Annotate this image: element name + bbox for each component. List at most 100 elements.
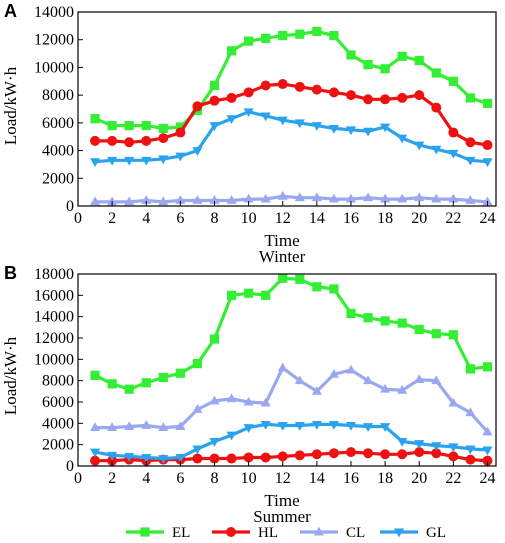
data-point-el	[141, 378, 151, 388]
y-tick-label: 8000	[42, 373, 74, 390]
data-point-hl	[414, 90, 425, 101]
x-tick-label: 4	[142, 210, 150, 227]
data-point-el	[329, 30, 339, 41]
data-point-cl	[192, 404, 203, 413]
axis-ticks: 0 2 4 6 8 10 12 14 16 18 20 22 240200040006000800010…	[34, 266, 495, 487]
data-point-cl	[124, 196, 135, 206]
x-tick-label: 16	[343, 210, 359, 227]
series-line-el	[94, 29, 488, 130]
series-line-gl	[94, 110, 488, 164]
data-point-el	[192, 359, 203, 369]
data-point-cl	[243, 396, 254, 406]
data-point-el	[158, 372, 168, 383]
data-point-hl	[482, 455, 493, 466]
data-point-el	[380, 64, 390, 74]
data-point-gl	[448, 149, 459, 159]
plot-frame	[77, 11, 497, 207]
data-point-gl	[465, 445, 476, 455]
data-point-cl	[362, 375, 374, 385]
x-tick-label: 0	[74, 210, 82, 227]
y-tick-label: 10000	[34, 351, 74, 368]
x-tick-label: 12	[275, 210, 291, 227]
data-point-gl	[175, 152, 186, 162]
data-point-cl	[345, 364, 357, 374]
axis-ticks: 0 2 4 6 8 10 12 14 16 18 20 22 240200040006000800010…	[34, 4, 495, 227]
data-point-cl	[243, 193, 254, 203]
x-tick-label: 20	[411, 470, 427, 487]
data-point-cl	[260, 397, 271, 407]
data-point-cl	[175, 195, 186, 204]
data-point-hl	[141, 135, 152, 146]
data-point-el	[226, 46, 237, 56]
data-point-gl	[277, 116, 288, 126]
x-tick-label: 10	[241, 210, 257, 227]
x-tick-label: 20	[411, 210, 427, 227]
data-point-cl	[294, 192, 305, 202]
data-point-el	[107, 121, 117, 131]
data-point-gl	[124, 452, 135, 462]
data-point-gl	[414, 141, 425, 151]
x-tick-label: 2	[108, 210, 116, 227]
legend-marker	[393, 528, 405, 538]
series-layer	[90, 273, 493, 466]
data-point-cl	[328, 368, 339, 378]
data-point-gl	[90, 448, 101, 458]
data-point-hl	[277, 451, 288, 462]
data-point-hl	[243, 452, 254, 463]
plot-frame	[77, 273, 497, 467]
legend-marker	[226, 527, 236, 537]
y-tick-label: 6000	[42, 115, 74, 132]
data-point-gl	[414, 440, 425, 449]
data-point-cl	[90, 422, 101, 432]
y-tick-label: 6000	[42, 394, 74, 411]
data-point-hl	[209, 95, 220, 106]
data-point-gl	[465, 156, 476, 166]
x-tick-label: 16	[343, 470, 359, 487]
y-tick-label: 18000	[34, 266, 74, 283]
data-point-hl	[448, 127, 459, 138]
data-point-el	[209, 80, 220, 91]
data-point-gl	[431, 442, 442, 452]
chart-title: Winter	[259, 247, 306, 266]
data-point-cl	[192, 195, 203, 204]
data-point-cl	[277, 362, 288, 372]
data-point-el	[312, 26, 322, 36]
data-point-el	[312, 282, 322, 292]
data-point-gl	[192, 445, 203, 455]
data-point-el	[363, 313, 373, 323]
panel-label: B	[4, 263, 17, 283]
series-gl	[90, 108, 493, 167]
data-point-cl	[141, 195, 152, 204]
data-point-hl	[107, 135, 118, 146]
data-point-hl	[226, 453, 237, 464]
data-point-gl	[243, 108, 254, 118]
y-tick-label: 4000	[42, 143, 74, 160]
data-point-gl	[107, 451, 118, 461]
legend-item-el: EL	[126, 525, 190, 541]
data-point-el	[465, 364, 476, 374]
data-point-hl	[124, 137, 135, 148]
data-point-hl	[294, 81, 305, 92]
y-tick-label: 0	[66, 198, 74, 215]
data-point-cl	[260, 193, 271, 203]
x-tick-label: 4	[142, 470, 150, 487]
data-point-cl	[158, 196, 169, 206]
data-point-el	[431, 329, 441, 339]
data-point-hl	[345, 447, 356, 458]
data-point-hl	[363, 448, 374, 459]
data-point-gl	[158, 155, 169, 165]
data-point-cl	[362, 192, 374, 202]
data-point-gl	[209, 438, 220, 447]
data-point-gl	[107, 156, 118, 166]
y-axis-title: Load/kW·h	[1, 66, 20, 145]
legend-item-hl: HL	[212, 525, 278, 541]
data-point-el	[124, 384, 134, 394]
data-point-hl	[431, 448, 442, 459]
data-point-cl	[414, 374, 425, 384]
data-point-gl	[294, 119, 305, 129]
data-point-el	[465, 93, 476, 103]
y-tick-label: 8000	[42, 87, 74, 104]
data-point-el	[414, 324, 424, 335]
data-point-hl	[192, 101, 203, 112]
data-point-hl	[465, 454, 476, 465]
